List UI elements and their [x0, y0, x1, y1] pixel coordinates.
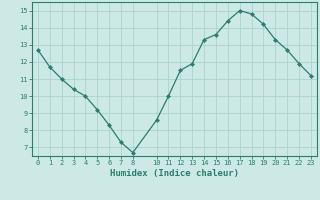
X-axis label: Humidex (Indice chaleur): Humidex (Indice chaleur) — [110, 169, 239, 178]
